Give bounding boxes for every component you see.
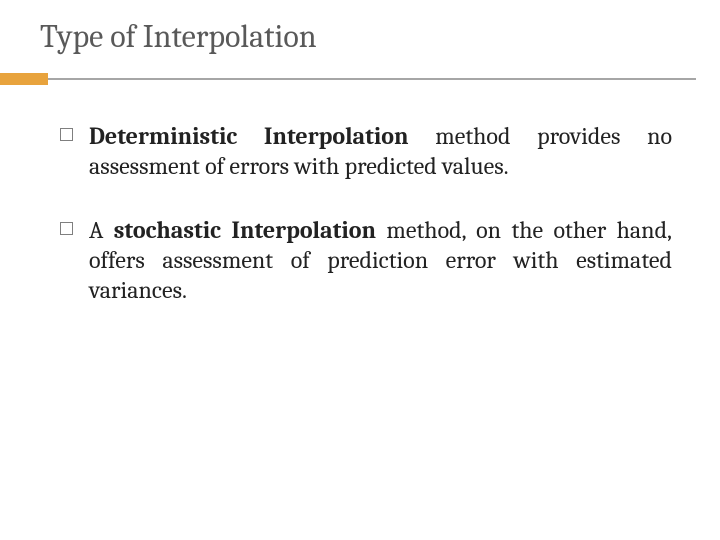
slide-title: Type of Interpolation [0,0,720,65]
bullet-item: Deterministic Interpolation method provi… [60,121,672,181]
bullet-marker-icon [60,128,73,141]
divider [0,73,720,91]
bullet-bold: Deterministic Interpolation [89,122,409,150]
slide: Type of Interpolation Deterministic Inte… [0,0,720,540]
bullet-prefix: A [89,216,114,244]
bullet-text: Deterministic Interpolation method provi… [89,121,672,181]
content-area: Deterministic Interpolation method provi… [0,91,720,305]
divider-line [48,78,696,80]
bullet-bold: stochastic Interpolation [114,216,376,244]
accent-bar [0,73,48,85]
bullet-marker-icon [60,222,73,235]
bullet-text: A stochastic Interpolation method, on th… [89,215,672,305]
bullet-item: A stochastic Interpolation method, on th… [60,215,672,305]
